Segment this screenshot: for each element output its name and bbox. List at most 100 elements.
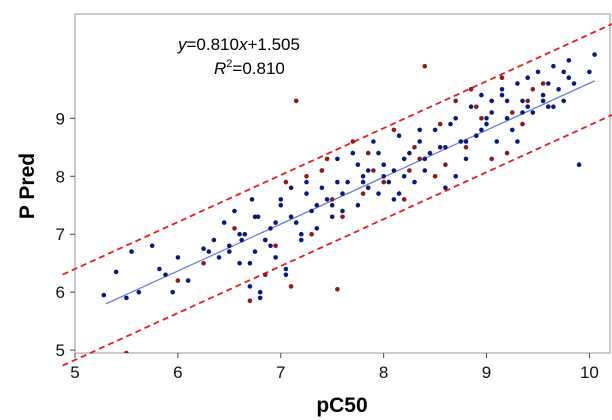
data-point [247, 284, 253, 289]
data-point [304, 191, 309, 196]
data-point [365, 185, 371, 191]
data-point [283, 272, 289, 278]
data-point [221, 220, 227, 225]
data-point [227, 249, 232, 254]
data-point [170, 289, 175, 295]
data-point [329, 214, 335, 220]
data-point [227, 243, 232, 249]
data-point [422, 63, 428, 69]
data-point [299, 231, 304, 237]
data-point [376, 150, 381, 156]
data-point [309, 208, 314, 214]
data-point [407, 150, 412, 156]
x-tick-label: 5 [70, 363, 79, 382]
x-axis-ticks: 5 6 7 8 9 10 [70, 353, 599, 382]
data-point [232, 226, 237, 231]
data-point [263, 237, 268, 243]
data-point [360, 174, 366, 179]
data-point [247, 298, 253, 304]
data-point [453, 174, 459, 179]
confidence-bounds [62, 22, 612, 367]
data-point [360, 179, 366, 185]
x-tick-label: 8 [379, 363, 388, 382]
data-point [365, 168, 371, 173]
data-point [546, 104, 551, 109]
data-point [335, 156, 340, 162]
data-point [314, 226, 320, 231]
data-point [576, 162, 582, 167]
data-point [499, 92, 505, 98]
data-point [360, 191, 366, 196]
data-point [124, 295, 129, 301]
data-point [437, 145, 443, 150]
data-point [340, 191, 345, 196]
data-point [432, 174, 438, 179]
upper-bound-line [62, 22, 612, 276]
data-point [463, 139, 469, 144]
data-point [571, 81, 577, 86]
data-point [494, 139, 500, 144]
data-point [401, 156, 407, 162]
data-point [587, 69, 592, 75]
data-point [510, 127, 515, 133]
data-point [273, 220, 278, 225]
data-point [458, 139, 464, 144]
regression-line [105, 80, 595, 305]
data-point [540, 81, 546, 86]
data-point [540, 98, 546, 104]
data-point [540, 92, 546, 98]
data-points [101, 52, 597, 353]
x-axis-title: pC50 [316, 394, 367, 417]
data-point [489, 156, 495, 162]
data-point [401, 197, 407, 202]
y-tick-label: 6 [56, 283, 65, 302]
x-tick-label: 7 [276, 363, 285, 382]
data-point [273, 255, 278, 260]
data-point [242, 231, 248, 237]
data-point [149, 243, 155, 249]
data-point [319, 185, 325, 191]
data-point [422, 156, 428, 162]
data-point [163, 272, 168, 278]
plot-frame [74, 13, 611, 354]
data-point [329, 197, 335, 202]
data-point [293, 220, 299, 225]
data-point [340, 208, 345, 214]
data-point [350, 150, 356, 156]
data-point [551, 104, 556, 109]
data-point [278, 202, 284, 208]
data-point [237, 231, 242, 237]
data-point [232, 208, 237, 214]
data-point [216, 255, 222, 260]
data-point [499, 75, 505, 80]
data-point [324, 156, 330, 162]
data-point [252, 249, 258, 254]
data-point [463, 156, 469, 162]
data-point [401, 174, 407, 179]
data-point [499, 87, 505, 92]
data-point [443, 145, 448, 150]
data-point [293, 98, 299, 104]
data-point [371, 168, 376, 173]
data-point [247, 260, 253, 266]
data-point [206, 249, 212, 254]
data-point [566, 58, 572, 63]
data-point [283, 266, 289, 272]
data-point [437, 121, 443, 127]
data-point [319, 168, 325, 173]
data-point [211, 237, 217, 243]
data-point [504, 116, 510, 121]
data-point [484, 121, 489, 127]
data-point [324, 197, 330, 202]
data-point [448, 121, 453, 127]
data-point [376, 191, 381, 196]
data-point [288, 185, 294, 191]
data-point [278, 197, 284, 202]
r-squared-label: R2=0.810 [214, 58, 285, 78]
regression-line-group [105, 80, 595, 305]
data-point [468, 87, 474, 92]
y-tick-label: 9 [56, 109, 65, 128]
data-point [443, 185, 448, 191]
data-point [314, 202, 320, 208]
data-point [551, 63, 556, 69]
